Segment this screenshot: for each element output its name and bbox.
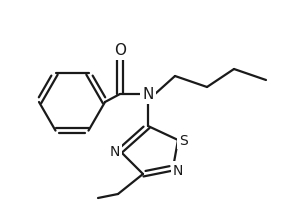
Text: O: O [114,43,126,58]
Text: N: N [110,144,120,158]
Text: N: N [173,163,183,177]
Text: N: N [142,87,154,102]
Text: S: S [179,133,187,147]
